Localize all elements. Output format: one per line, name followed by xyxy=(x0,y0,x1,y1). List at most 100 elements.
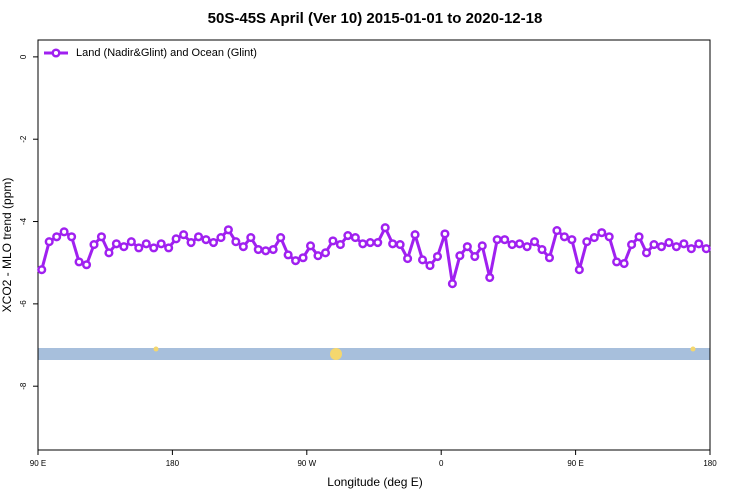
y-axis-label: XCO2 - MLO trend (ppm) xyxy=(0,178,14,313)
series-point xyxy=(559,232,569,242)
x-tick-label: 180 xyxy=(703,459,717,468)
series-point xyxy=(343,230,353,241)
series-point xyxy=(320,248,331,258)
plot-frame xyxy=(37,39,711,451)
series-point xyxy=(462,242,472,252)
series-point xyxy=(373,237,383,248)
series-point xyxy=(485,272,495,283)
series-point xyxy=(679,239,689,249)
series-point xyxy=(231,237,241,247)
series-point xyxy=(37,265,47,275)
surface-band xyxy=(38,348,710,360)
series-point xyxy=(208,237,219,248)
series-point xyxy=(612,257,622,267)
series-point xyxy=(261,246,271,256)
x-tick-label: 90 E xyxy=(567,459,583,468)
series-point xyxy=(298,253,308,263)
series-point xyxy=(119,242,129,252)
series-point xyxy=(447,279,457,289)
series-point xyxy=(126,237,136,247)
x-tick-label: 0 xyxy=(439,459,444,468)
series-point xyxy=(193,232,204,242)
series-point xyxy=(365,237,375,248)
series-point xyxy=(671,242,681,252)
series-point xyxy=(604,232,614,242)
series-point xyxy=(701,244,711,254)
series-point xyxy=(403,254,413,264)
series-point xyxy=(664,237,674,248)
series-point xyxy=(134,243,144,253)
series-point xyxy=(634,232,644,242)
series-point xyxy=(238,242,248,252)
series-point xyxy=(141,239,151,249)
series-point xyxy=(335,240,345,250)
series-point xyxy=(44,237,54,247)
series-point xyxy=(291,256,301,266)
series-point xyxy=(216,233,226,243)
series-point xyxy=(328,236,338,246)
series-point xyxy=(52,232,62,242)
series-point xyxy=(589,233,599,243)
series-point xyxy=(515,239,525,249)
series-point xyxy=(537,244,547,255)
series-point xyxy=(201,235,211,245)
series-point xyxy=(89,240,99,250)
series-point xyxy=(649,240,659,250)
series-point xyxy=(313,251,323,261)
series-point xyxy=(149,243,159,253)
x-tick-label: 180 xyxy=(166,459,180,468)
series-point xyxy=(358,239,368,249)
series-point xyxy=(186,237,196,248)
land-dot xyxy=(153,346,159,352)
series-point xyxy=(417,255,428,265)
series-point xyxy=(619,258,629,269)
series-point xyxy=(544,253,555,263)
series-point xyxy=(305,241,316,251)
series-point xyxy=(395,240,405,250)
series-point xyxy=(111,239,121,249)
series-point xyxy=(246,233,256,243)
series-point xyxy=(686,244,696,254)
y-tick-label: -2 xyxy=(19,135,28,143)
series-point xyxy=(253,244,263,255)
series-point xyxy=(440,229,450,239)
y-tick-label: -4 xyxy=(19,217,28,225)
series-point xyxy=(388,239,398,249)
series-point xyxy=(492,235,502,245)
series-point xyxy=(67,232,77,242)
series-point xyxy=(507,240,517,250)
series-point xyxy=(104,248,114,258)
series-point xyxy=(223,225,233,235)
y-tick-label: -6 xyxy=(19,300,28,308)
series-point xyxy=(470,251,480,262)
land-dot xyxy=(690,346,696,352)
series-point xyxy=(164,243,174,253)
series-point xyxy=(500,235,510,245)
y-tick-label: -8 xyxy=(19,382,28,390)
land-dot xyxy=(330,348,342,360)
series-point xyxy=(477,241,487,251)
series-point xyxy=(179,230,189,240)
series-point xyxy=(425,261,435,271)
series-point xyxy=(268,244,278,255)
series-point xyxy=(96,232,107,242)
series-point xyxy=(522,242,532,252)
series-point xyxy=(529,237,540,247)
series-point xyxy=(171,234,181,244)
series-point xyxy=(567,235,577,245)
series-point xyxy=(410,230,420,240)
series-point xyxy=(597,228,607,238)
series-point xyxy=(74,257,84,267)
series-point xyxy=(276,233,286,243)
series-point xyxy=(432,251,443,262)
series-point xyxy=(574,265,584,275)
series-point xyxy=(350,233,360,243)
series-point xyxy=(582,237,592,247)
series-point xyxy=(656,242,667,252)
series-point xyxy=(156,239,166,249)
series-point xyxy=(455,251,465,261)
series-point xyxy=(694,239,704,249)
series-point xyxy=(59,227,69,237)
chart-title: 50S-45S April (Ver 10) 2015-01-01 to 202… xyxy=(208,10,543,27)
